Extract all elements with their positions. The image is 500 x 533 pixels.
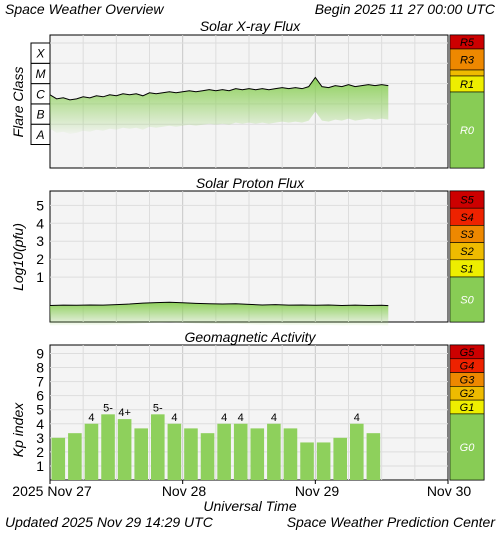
geomag-scale-label: G3 [460, 374, 476, 386]
geomag-scale-label: G1 [460, 402, 475, 414]
geomag-y-tick-label: 2 [36, 444, 44, 460]
xray-scale-label: R3 [460, 55, 475, 67]
proton-flux-fill [50, 302, 389, 326]
xray-level-box [30, 42, 51, 64]
proton-panel: 1 2 3 4 5 S5 S4 S3 S2 S1 S0 [36, 190, 485, 326]
kp-bar [134, 428, 148, 480]
geomag-scale-label: G5 [460, 347, 476, 359]
proton-y-tick-label: 3 [36, 233, 44, 249]
proton-scale-label: S4 [460, 212, 473, 224]
kp-bar [217, 423, 231, 480]
kp-bar-label: 5- [103, 402, 113, 414]
swpc-credit: Space Weather Prediction Center [287, 514, 497, 530]
kp-bar-label: 5- [153, 402, 163, 414]
geomag-ylabel: Kp index [10, 402, 26, 457]
proton-y-tick-label: 4 [36, 215, 44, 231]
kp-bar-label: 4 [238, 412, 244, 424]
kp-bar-label: 4 [171, 412, 177, 424]
kp-bar [184, 428, 198, 480]
proton-flux-line [49, 301, 389, 307]
proton-y-tick-label: 5 [36, 197, 44, 213]
kp-bar [167, 423, 182, 480]
proton-scale-band [449, 276, 485, 323]
kp-bar [117, 419, 132, 480]
xray-scale-label: R0 [460, 125, 475, 137]
kp-bar [366, 433, 381, 480]
xray-scale-label: R5 [460, 37, 475, 49]
kp-bar [283, 428, 298, 480]
kp-bar [316, 442, 331, 480]
kp-bar-label: 4+ [118, 407, 131, 419]
geomag-y-tick-label: 8 [36, 360, 44, 376]
kp-bar [68, 433, 82, 480]
geomag-y-tick-label: 3 [36, 430, 44, 446]
x-tick-label-0: 2025 Nov 27 [12, 483, 92, 499]
geomag-scale-label: G4 [460, 361, 475, 373]
proton-scale-label: S0 [460, 295, 474, 307]
xray-level-label: A [35, 128, 44, 142]
kp-bar [333, 437, 347, 480]
xray-flux-fill [50, 77, 389, 134]
proton-scale-label: S5 [460, 195, 474, 207]
updated-time: Updated 2025 Nov 29 14:29 UTC [5, 514, 214, 530]
x-tick-label-2: Nov 29 [295, 483, 340, 499]
kp-bar [200, 433, 215, 480]
proton-y-tick-label: 1 [36, 269, 44, 285]
xray-flux-line [49, 76, 389, 101]
xray-level-label: B [36, 108, 44, 122]
proton-scale-label: S3 [460, 229, 474, 241]
kp-bar [350, 423, 364, 480]
x-tick-label-3: Nov 30 [427, 483, 472, 499]
proton-y-tick-label: 2 [36, 251, 44, 267]
proton-ylabel: Log10(pfu) [10, 223, 26, 291]
kp-bar [51, 437, 66, 480]
kp-bar [300, 442, 314, 480]
kp-bar-label: 4 [271, 412, 277, 424]
kp-bar [233, 423, 248, 480]
geomag-scale-band [449, 413, 485, 481]
xray-level-label: X [35, 47, 45, 61]
x-axis-label: Universal Time [203, 498, 296, 514]
kp-bar [84, 423, 99, 480]
proton-panel-title: Solar Proton Flux [196, 175, 305, 191]
xray-scale-label: R1 [460, 79, 474, 91]
begin-time: Begin 2025 11 27 00:00 UTC [315, 1, 496, 17]
x-tick-label-1: Nov 28 [162, 483, 207, 499]
xray-scale-band [449, 91, 485, 169]
xray-level-label: M [36, 67, 46, 81]
geomag-y-tick-label: 4 [36, 416, 44, 432]
proton-scale-label: S1 [460, 263, 473, 275]
kp-bar [151, 414, 165, 480]
geomag-scale-label: G2 [460, 388, 475, 400]
xray-level-label: C [36, 87, 45, 101]
geomag-y-tick-label: 6 [36, 388, 44, 404]
geomag-scale-label: G0 [460, 442, 476, 454]
geomag-y-tick-label: 5 [36, 402, 44, 418]
xray-ylabel: Flare Class [10, 67, 26, 138]
geomag-panel-title: Geomagnetic Activity [185, 329, 317, 345]
kp-bar-label: 4 [354, 412, 360, 424]
kp-bar [250, 428, 265, 480]
kp-bar [101, 414, 115, 480]
geomag-y-tick-label: 7 [36, 374, 44, 390]
xray-scale-band [449, 69, 485, 77]
page-title: Space Weather Overview [5, 1, 164, 17]
geomag-y-tick-label: 1 [36, 458, 44, 474]
kp-bar [267, 423, 281, 480]
kp-bar-label: 4 [221, 412, 227, 424]
proton-scale-label: S2 [460, 246, 473, 258]
xray-panel-title: Solar X-ray Flux [200, 18, 301, 34]
geomag-y-tick-label: 9 [36, 345, 44, 361]
kp-bar-label: 4 [88, 412, 94, 424]
